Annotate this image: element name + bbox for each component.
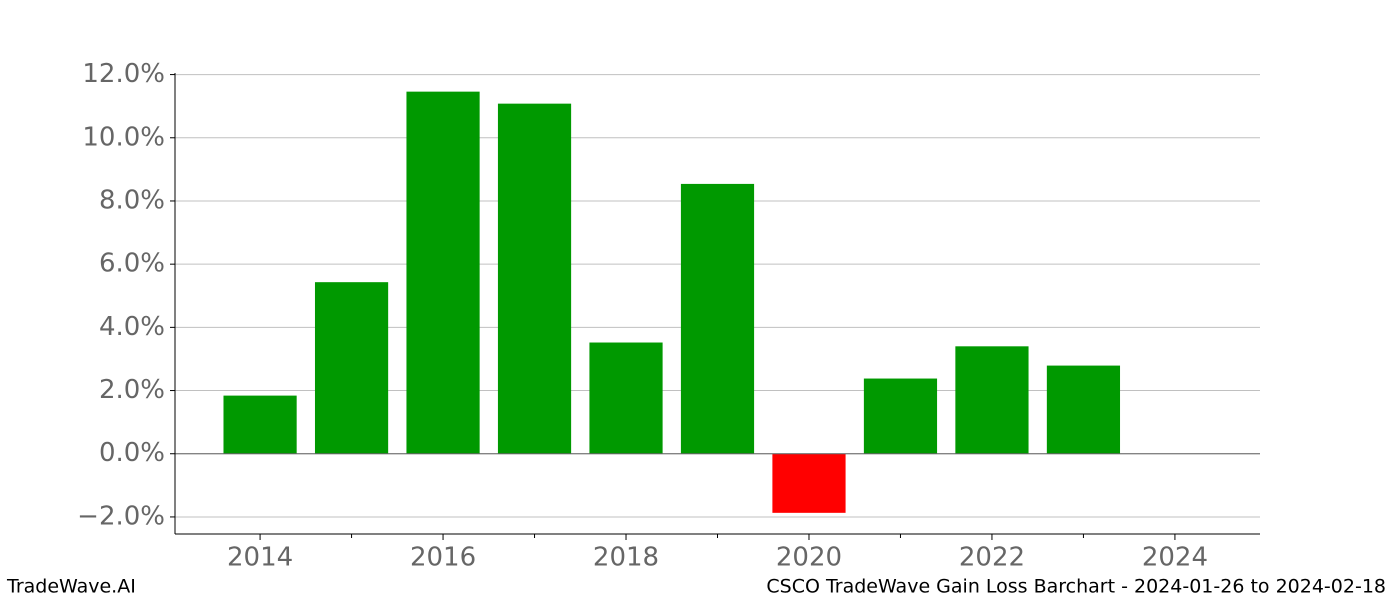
bar	[406, 91, 480, 454]
bar	[863, 378, 938, 454]
y-tick-label: 10.0%	[82, 122, 165, 152]
y-tick-label: 8.0%	[99, 185, 165, 215]
y-tick-label: 6.0%	[99, 249, 165, 279]
x-tick-label: 2024	[1142, 543, 1208, 573]
y-tick-label: −2.0%	[77, 501, 165, 531]
y-tick-label: 0.0%	[99, 438, 165, 468]
y-tick-label: 4.0%	[99, 312, 165, 342]
bar	[772, 453, 846, 513]
bar	[1046, 365, 1121, 454]
y-tick-label: 2.0%	[99, 375, 165, 405]
x-tick-label: 2020	[776, 543, 842, 573]
bar	[955, 346, 1029, 454]
bar	[223, 395, 297, 454]
x-tick-label: 2022	[959, 543, 1025, 573]
bar	[589, 342, 663, 454]
x-tick-label: 2016	[410, 543, 476, 573]
bar	[497, 103, 572, 454]
footer-left: TradeWave.AI	[6, 576, 136, 598]
y-tick-label: 12.0%	[82, 59, 165, 89]
footer-right: CSCO TradeWave Gain Loss Barchart - 2024…	[766, 576, 1386, 598]
x-tick-label: 2014	[227, 543, 293, 573]
x-tick-label: 2018	[593, 543, 659, 573]
bar	[314, 282, 389, 454]
bar	[680, 183, 755, 454]
